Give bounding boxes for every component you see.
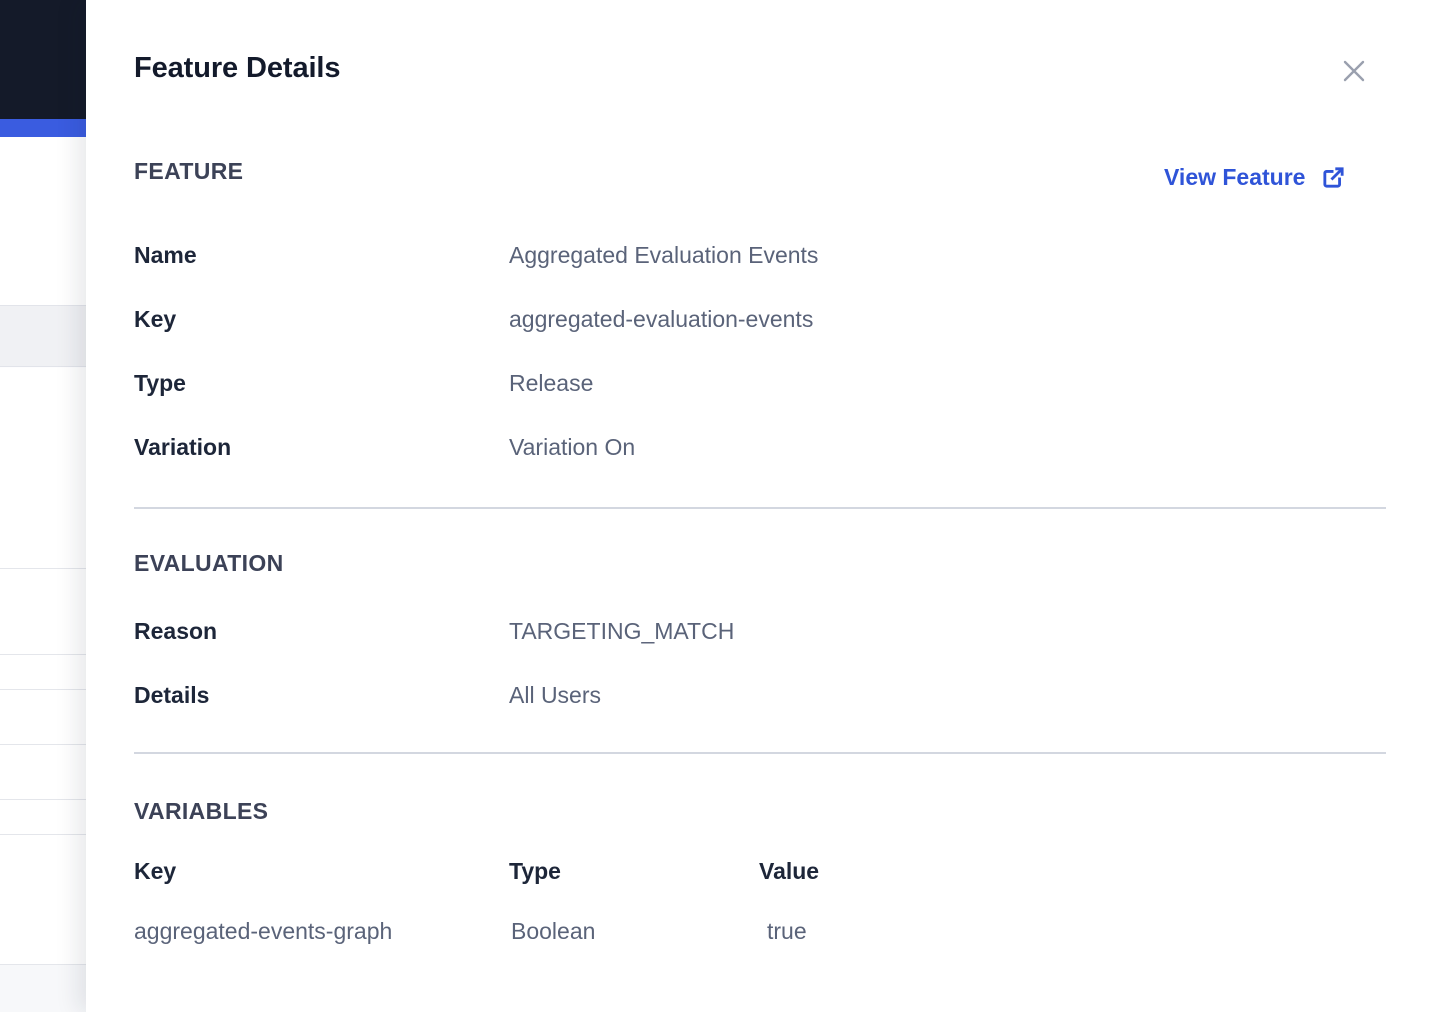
section-divider: [134, 752, 1386, 754]
feature-row-label: Type: [134, 370, 186, 396]
feature-row-value: Aggregated Evaluation Events: [509, 242, 819, 268]
external-link-icon: [1318, 162, 1349, 193]
feature-row-label: Variation: [134, 434, 232, 460]
variables-column-header-key: Key: [134, 858, 177, 884]
variables-column-header-type: Type: [509, 858, 561, 884]
evaluation-row-value: TARGETING_MATCH: [509, 618, 735, 644]
evaluation-row-label: Details: [134, 682, 210, 708]
view-feature-label: View Feature: [1164, 164, 1306, 190]
evaluation-row-value: All Users: [509, 682, 602, 708]
close-button[interactable]: [1331, 48, 1377, 94]
variables-column-header-value: Value: [759, 858, 820, 884]
section-heading-feature: FEATURE: [134, 158, 244, 184]
feature-row-value: aggregated-evaluation-events: [509, 306, 814, 332]
section-heading-evaluation: EVALUATION: [134, 550, 284, 576]
variables-cell-value: true: [767, 918, 807, 944]
close-icon: [1339, 56, 1369, 86]
feature-row-value: Variation On: [509, 434, 636, 460]
section-heading-variables: VARIABLES: [134, 798, 269, 824]
view-feature-link[interactable]: View Feature: [1164, 162, 1349, 193]
variables-cell-type: Boolean: [511, 918, 596, 944]
variables-cell-key: aggregated-events-graph: [134, 918, 393, 944]
feature-row-label: Name: [134, 242, 197, 268]
feature-row-value: Release: [509, 370, 594, 396]
page-title: Feature Details: [134, 52, 341, 84]
section-divider: [134, 507, 1386, 509]
feature-details-modal: Feature Details FEATURE View Feature Nam…: [86, 0, 1430, 1012]
modal-header: Feature Details: [86, 0, 1430, 132]
feature-row-label: Key: [134, 306, 177, 332]
evaluation-row-label: Reason: [134, 618, 218, 644]
